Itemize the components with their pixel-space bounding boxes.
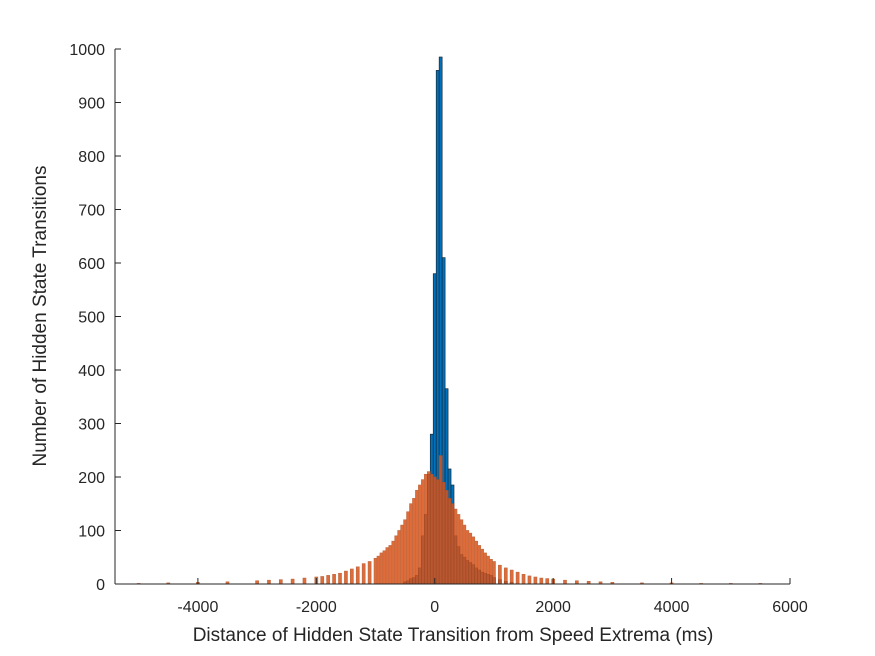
series-2-bar <box>539 577 544 585</box>
series-2-bar <box>418 484 422 585</box>
series-2-bar <box>302 577 307 585</box>
series-2-bar <box>421 479 425 585</box>
x-tick-label: 4000 <box>654 599 690 616</box>
series-2-bar <box>563 579 567 585</box>
y-tick-label: 400 <box>78 363 105 380</box>
y-tick-label: 300 <box>78 417 105 434</box>
y-tick-label: 100 <box>78 524 105 541</box>
y-tick-label: 900 <box>78 96 105 113</box>
series-2-bar <box>350 568 354 585</box>
series-2-bar <box>545 578 550 585</box>
y-tick-label: 0 <box>96 577 105 594</box>
series-2-bar <box>290 578 295 585</box>
series-2-bar <box>450 503 455 585</box>
x-tick-label: 0 <box>430 599 439 616</box>
series-2-bar <box>403 519 407 585</box>
series-2-bar <box>379 552 384 585</box>
series-2-bar <box>447 498 452 585</box>
series-2-bar <box>267 579 271 585</box>
y-tick-label: 600 <box>78 256 105 273</box>
series-2-bar <box>388 545 393 585</box>
series-2-bar <box>533 576 538 585</box>
x-axis-label: Distance of Hidden State Transition from… <box>193 625 714 646</box>
x-tick-label: 6000 <box>772 599 808 616</box>
x-tick-label: -2000 <box>296 599 337 616</box>
series-2-bar <box>509 569 514 585</box>
series-2-bar <box>394 535 399 585</box>
y-tick-label: 200 <box>78 470 105 487</box>
series-2-bar <box>278 579 283 585</box>
series-2-bar <box>521 574 526 585</box>
series-2-bar <box>465 530 470 585</box>
series-2-bar <box>412 498 416 585</box>
series-2-bar <box>373 557 378 585</box>
series-2-bar <box>415 490 419 585</box>
y-tick-label: 500 <box>78 310 105 327</box>
series-2-bar <box>338 572 342 585</box>
series-2-bar <box>406 511 410 585</box>
y-tick-label: 1000 <box>69 42 105 59</box>
series-2-bar <box>462 524 467 585</box>
series-2-bar <box>474 540 479 585</box>
y-tick-label: 800 <box>78 149 105 166</box>
series-2-bar <box>382 550 387 585</box>
series-2-bar <box>444 490 449 585</box>
series-2-bar <box>459 519 464 585</box>
series-2-bar <box>441 482 446 585</box>
series-2-bar <box>435 479 440 585</box>
series-2-bar <box>385 547 390 585</box>
series-2-bar <box>483 552 487 585</box>
x-tick-label: 2000 <box>535 599 571 616</box>
series-2-bar <box>432 476 437 585</box>
series-2-bar <box>332 574 336 585</box>
series-2-bar <box>492 561 496 585</box>
series-2-bar <box>426 471 431 585</box>
series-2-bar <box>498 564 502 585</box>
series-2-bar <box>471 536 476 585</box>
series-2-bar <box>515 571 520 585</box>
series-2-bar <box>438 455 443 585</box>
series-2-bar <box>326 575 330 585</box>
series-2-bar <box>391 540 396 585</box>
y-tick-label: 700 <box>78 203 105 220</box>
series-2-bar <box>344 570 348 585</box>
series-2-bar <box>397 530 402 585</box>
series-2-bar <box>489 559 493 585</box>
series-2-bar <box>367 561 372 585</box>
series-2-bar <box>486 555 490 585</box>
x-axis-ticks: -4000 -2000 0 2000 4000 6000 <box>177 578 808 616</box>
series-2-bar <box>527 575 532 585</box>
y-axis-label: Number of Hidden State Transitions <box>30 166 51 467</box>
x-tick-label: -4000 <box>177 599 218 616</box>
series-2-bar <box>477 545 481 585</box>
series-2-bar <box>480 548 484 585</box>
series-2-bar <box>429 473 434 585</box>
series-2-bar <box>456 514 461 585</box>
series-2-bar <box>320 576 325 585</box>
series-2-bar <box>361 563 366 585</box>
series-2-bar <box>424 473 428 585</box>
series-2-bar <box>453 508 458 585</box>
series-2-bar <box>400 524 405 585</box>
series-2-bar <box>409 503 413 585</box>
series-2-bar <box>355 566 360 585</box>
series-2-bar <box>468 532 473 585</box>
series-2-bar <box>503 567 508 585</box>
series-2-bar <box>376 555 381 585</box>
y-axis-ticks: 0 100 200 300 400 500 600 700 800 900 1000 <box>69 42 121 594</box>
